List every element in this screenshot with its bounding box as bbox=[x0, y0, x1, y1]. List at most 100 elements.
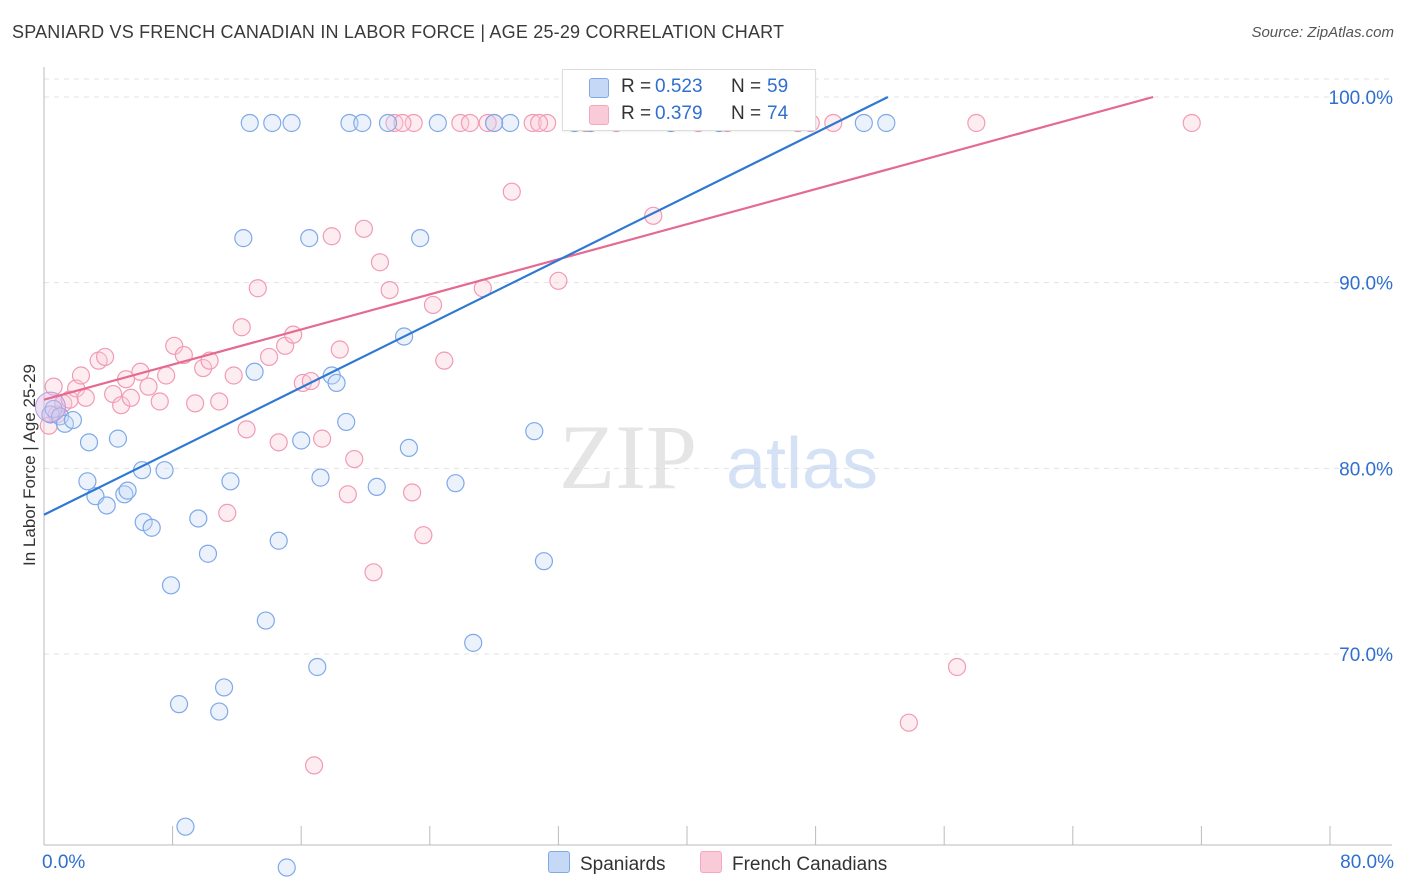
spaniards-point bbox=[97, 496, 116, 515]
spaniards-trend-line bbox=[43, 96, 889, 516]
french-canadians-point bbox=[248, 279, 267, 298]
spaniards-point bbox=[63, 410, 83, 430]
french-canadians-point bbox=[312, 429, 332, 448]
french-canadians-point bbox=[186, 394, 205, 413]
french-canadians-point bbox=[364, 563, 383, 582]
spaniards-point bbox=[337, 412, 356, 432]
axes bbox=[43, 67, 1392, 846]
french-canadians-point bbox=[338, 485, 357, 504]
r-value: 0.379 bbox=[655, 103, 703, 124]
spaniards-point bbox=[292, 431, 311, 450]
spaniards-point bbox=[221, 472, 240, 491]
french-canadians-point bbox=[478, 113, 497, 133]
french-canadians-point bbox=[165, 336, 184, 355]
spaniards-point bbox=[327, 373, 346, 393]
spaniards-point bbox=[263, 113, 282, 133]
spaniards-point bbox=[446, 474, 465, 493]
spaniards-point bbox=[78, 472, 97, 491]
spaniards-point bbox=[214, 678, 234, 697]
spaniards-legend-swatch bbox=[548, 851, 570, 873]
french-canadians-point bbox=[530, 113, 549, 133]
spaniards-point bbox=[501, 113, 520, 133]
spaniards-point bbox=[198, 544, 218, 563]
french-canadians-point bbox=[237, 420, 256, 439]
spaniards-point bbox=[399, 438, 419, 458]
spaniards-point bbox=[234, 229, 253, 248]
spaniards-point bbox=[877, 113, 896, 133]
french-canadians-point bbox=[947, 657, 967, 677]
spaniards-swatch bbox=[589, 78, 609, 98]
french-canadians-point bbox=[423, 295, 443, 315]
source-note: Source: ZipAtlas.com bbox=[1251, 24, 1394, 41]
french-canadians-point bbox=[139, 377, 158, 396]
spaniards-point bbox=[485, 113, 504, 133]
spaniards-point bbox=[277, 858, 296, 877]
n-value: 59 bbox=[767, 76, 789, 97]
r-value: 0.523 bbox=[655, 76, 703, 97]
spaniards-point bbox=[308, 657, 327, 677]
gridlines bbox=[44, 78, 1392, 655]
trend-lines bbox=[43, 95, 1154, 516]
x-tick-label-max: 80.0% bbox=[1340, 852, 1394, 873]
spaniards-point bbox=[282, 113, 301, 133]
french-canadians-trend-line bbox=[43, 95, 1154, 401]
series-legend: Spaniards French Canadians bbox=[0, 851, 1406, 879]
spaniards-point bbox=[256, 611, 275, 630]
french-canadians-point bbox=[345, 449, 364, 469]
n-label: N = bbox=[731, 76, 762, 97]
french-canadians-point bbox=[330, 340, 349, 359]
french-canadians-point bbox=[95, 347, 115, 367]
french-canadians-swatch bbox=[589, 105, 609, 125]
french-canadians-point bbox=[232, 318, 251, 337]
french-canadians-point bbox=[76, 388, 95, 407]
watermark: ZIP atlas bbox=[559, 406, 878, 508]
french-canadians-point bbox=[194, 358, 213, 378]
french-canadians-point bbox=[354, 219, 373, 238]
spaniards-point bbox=[169, 695, 189, 714]
french-canadians-point bbox=[899, 713, 918, 732]
french-canadians-point bbox=[301, 371, 320, 391]
spaniards-point bbox=[142, 518, 161, 537]
french-canadians-point bbox=[414, 526, 433, 545]
spaniards-point bbox=[525, 422, 544, 441]
watermark-atlas: atlas bbox=[726, 424, 878, 504]
french-canadians-point bbox=[218, 503, 237, 522]
french-canadians-point bbox=[549, 271, 568, 290]
french-canadians-point bbox=[451, 113, 470, 133]
spaniards-point bbox=[108, 429, 128, 448]
french-canadians-point bbox=[269, 433, 288, 452]
french-canadians-point bbox=[304, 756, 324, 775]
spaniards-point bbox=[240, 113, 259, 133]
y-tick-label: 70.0% bbox=[1339, 645, 1393, 666]
spaniards-point bbox=[210, 702, 229, 721]
chart-title: SPANIARD VS FRENCH CANADIAN IN LABOR FOR… bbox=[12, 22, 785, 42]
spaniards-point bbox=[311, 468, 330, 487]
french-canadians-point bbox=[967, 113, 986, 133]
n-label: N = bbox=[731, 103, 762, 124]
spaniards-point bbox=[367, 477, 386, 496]
r-label: R = bbox=[621, 76, 652, 97]
x-tick-label-min: 0.0% bbox=[42, 852, 86, 873]
spaniards-points bbox=[34, 113, 896, 877]
french-canadians-point bbox=[44, 377, 63, 396]
spaniards-point bbox=[269, 531, 288, 550]
legend-item-french-canadians: French Canadians bbox=[700, 851, 887, 876]
legend-item-spaniards: Spaniards bbox=[548, 851, 666, 876]
french-canadians-point bbox=[121, 388, 140, 407]
cluster-point bbox=[34, 391, 66, 423]
french-canadians-point bbox=[322, 227, 341, 246]
french-canadians-point bbox=[284, 325, 303, 344]
spaniards-point bbox=[428, 113, 447, 133]
french-canadians-point bbox=[380, 280, 399, 300]
spaniards-point bbox=[118, 481, 137, 500]
french-canadians-point bbox=[210, 392, 229, 411]
y-tick-label: 90.0% bbox=[1339, 274, 1393, 295]
spaniards-point bbox=[464, 633, 483, 652]
french-canadians-point bbox=[523, 113, 542, 133]
spaniards-point bbox=[300, 229, 319, 248]
spaniards-point bbox=[378, 113, 398, 133]
spaniards-point bbox=[353, 113, 372, 133]
n-value: 74 bbox=[767, 103, 789, 124]
french-canadians-point bbox=[224, 366, 243, 385]
